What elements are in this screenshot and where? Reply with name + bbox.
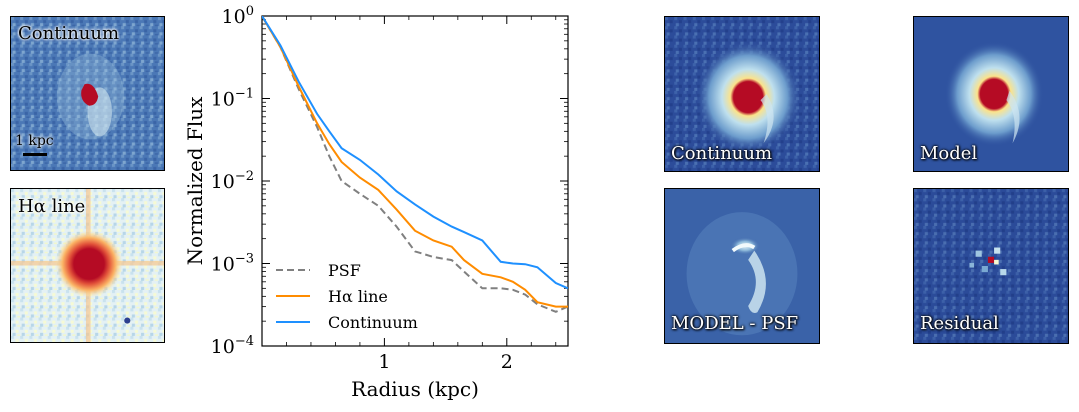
fit-model-minus-psf-label: MODEL - PSF bbox=[671, 313, 799, 334]
legend-label-0: PSF bbox=[328, 261, 361, 280]
halpha-image-panel: Hα line bbox=[10, 188, 165, 343]
series-line-2 bbox=[262, 16, 568, 290]
radial-profile-chart: 10−4 10−3 10−2 10−1 100 1 2 Radius (kpc) Normali… bbox=[183, 4, 569, 401]
fit-model-minus-psf-map bbox=[665, 189, 819, 343]
continuum-map bbox=[11, 17, 164, 170]
fit-model-panel: Model bbox=[913, 16, 1069, 172]
fit-residual-map bbox=[914, 189, 1068, 343]
fit-model-map bbox=[914, 17, 1068, 171]
scale-label: 1 kpc bbox=[15, 133, 54, 149]
y-tick-label: 10−2 bbox=[211, 169, 254, 193]
y-tick-label: 10−1 bbox=[211, 87, 254, 111]
halpha-map bbox=[11, 189, 164, 342]
fit-residual-label: Residual bbox=[920, 313, 999, 334]
fit-residual-panel: Residual bbox=[913, 188, 1069, 344]
continuum-label: Continuum bbox=[18, 23, 120, 44]
continuum-image-panel: Continuum 1 kpc bbox=[10, 16, 165, 171]
x-tick-label: 1 bbox=[378, 351, 390, 373]
series-line-0 bbox=[262, 16, 568, 313]
y-tick-label: 10−4 bbox=[211, 334, 254, 358]
fit-continuum-map bbox=[665, 17, 819, 171]
x-axis-label: Radius (kpc) bbox=[351, 377, 479, 401]
y-axis-label: Normalized Flux bbox=[183, 96, 207, 265]
legend-label-1: Hα line bbox=[328, 287, 388, 306]
y-tick-label: 100 bbox=[222, 4, 254, 28]
fit-model-label: Model bbox=[920, 143, 978, 164]
x-tick-label: 2 bbox=[501, 351, 513, 373]
halpha-label: Hα line bbox=[18, 196, 86, 217]
legend-label-2: Continuum bbox=[328, 313, 418, 332]
scale-bar bbox=[23, 153, 47, 156]
fit-model-minus-psf-panel: MODEL - PSF bbox=[664, 188, 820, 344]
y-tick-label: 10−3 bbox=[211, 252, 254, 276]
series-line-1 bbox=[262, 16, 568, 308]
fit-continuum-label: Continuum bbox=[671, 143, 773, 164]
fit-continuum-panel: Continuum bbox=[664, 16, 820, 172]
